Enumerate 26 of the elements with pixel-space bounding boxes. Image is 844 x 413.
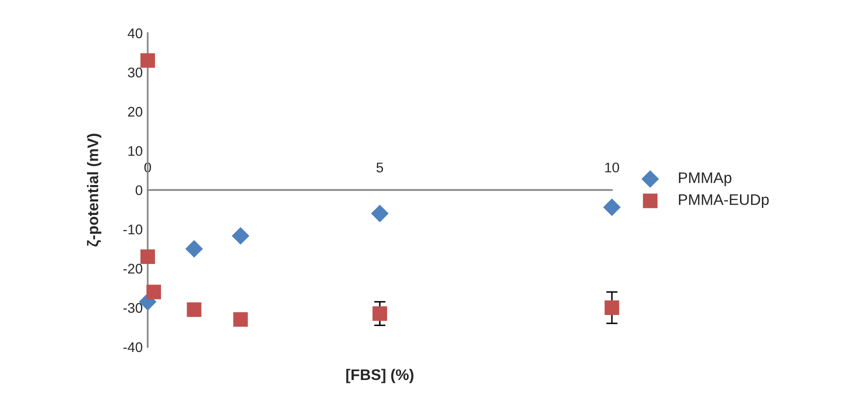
point <box>140 249 155 264</box>
point <box>140 53 155 68</box>
y-tick-label: -40 <box>123 342 142 352</box>
y-tick-label: 20 <box>128 106 142 117</box>
y-tick-label: -20 <box>123 264 142 274</box>
point <box>185 240 203 258</box>
x-tick-label: 10 <box>605 162 620 172</box>
point <box>603 198 621 216</box>
point <box>232 227 250 245</box>
legend-label: PMMAp <box>678 172 732 186</box>
y-axis-title: ζ-potential (mV) <box>87 134 102 246</box>
y-tick-label: 40 <box>128 28 142 38</box>
legend-label: PMMA-EUDp <box>678 194 769 208</box>
point <box>146 284 162 300</box>
y-tick-label: -10 <box>123 224 142 234</box>
x-tick-label: 5 <box>376 162 384 172</box>
y-tick-label: -30 <box>123 303 142 313</box>
point <box>372 306 388 321</box>
y-tick-label: 10 <box>128 146 142 156</box>
point <box>186 302 202 317</box>
point <box>604 300 620 315</box>
point <box>371 204 389 222</box>
point <box>233 312 248 327</box>
x-axis-title: [FBS] (%) <box>346 368 414 384</box>
y-tick-label: 0 <box>136 185 142 196</box>
y-tick-label: 30 <box>128 68 142 78</box>
